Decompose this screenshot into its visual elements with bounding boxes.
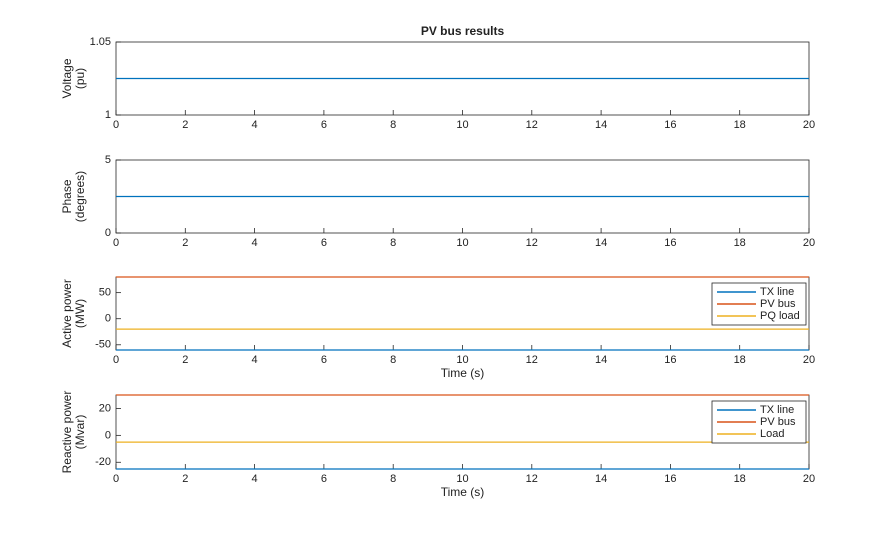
y-tick-label: 0	[105, 227, 111, 239]
y-axis-label: (degrees)	[73, 171, 87, 222]
x-tick-label: 4	[252, 119, 258, 131]
x-tick-label: 4	[252, 473, 258, 485]
x-tick-label: 14	[595, 119, 607, 131]
x-tick-label: 0	[113, 237, 119, 249]
x-tick-label: 14	[595, 473, 607, 485]
y-axis-label: Phase	[60, 179, 74, 213]
chart-title: PV bus results	[421, 24, 505, 38]
y-axis-label: (Mvar)	[73, 415, 87, 450]
y-axis-label: Reactive power	[60, 391, 74, 474]
x-tick-label: 18	[734, 354, 746, 366]
x-tick-label: 6	[321, 473, 327, 485]
x-tick-label: 20	[803, 354, 815, 366]
x-tick-label: 4	[252, 354, 258, 366]
x-tick-label: 6	[321, 237, 327, 249]
legend-label: TX line	[760, 404, 794, 416]
x-tick-label: 2	[182, 354, 188, 366]
x-tick-label: 12	[526, 473, 538, 485]
x-tick-label: 0	[113, 119, 119, 131]
x-tick-label: 10	[456, 119, 468, 131]
x-tick-label: 12	[526, 119, 538, 131]
x-axis-label: Time (s)	[441, 366, 485, 380]
x-tick-label: 18	[734, 237, 746, 249]
y-tick-label: 1	[105, 109, 111, 121]
x-tick-label: 16	[664, 473, 676, 485]
legend-label: Load	[760, 428, 784, 440]
y-tick-label: -20	[95, 456, 111, 468]
y-tick-label: 0	[105, 313, 111, 325]
x-tick-label: 14	[595, 354, 607, 366]
x-tick-label: 18	[734, 473, 746, 485]
x-tick-label: 10	[456, 237, 468, 249]
x-tick-label: 16	[664, 237, 676, 249]
x-tick-label: 8	[390, 354, 396, 366]
x-tick-label: 2	[182, 473, 188, 485]
y-tick-label: 5	[105, 154, 111, 166]
x-tick-label: 2	[182, 119, 188, 131]
x-tick-label: 16	[664, 119, 676, 131]
x-tick-label: 20	[803, 237, 815, 249]
x-tick-label: 8	[390, 473, 396, 485]
legend-label: PQ load	[760, 310, 800, 322]
y-axis-label: Active power	[60, 279, 74, 348]
x-tick-label: 12	[526, 354, 538, 366]
y-tick-label: -50	[95, 339, 111, 351]
y-axis-label: Voltage	[60, 58, 74, 98]
y-tick-label: 1.05	[90, 36, 111, 48]
legend-label: TX line	[760, 286, 794, 298]
x-tick-label: 10	[456, 354, 468, 366]
x-tick-label: 0	[113, 473, 119, 485]
x-tick-label: 18	[734, 119, 746, 131]
axes-box	[115, 394, 810, 470]
x-tick-label: 10	[456, 473, 468, 485]
y-tick-label: 0	[105, 429, 111, 441]
legend-label: PV bus	[760, 416, 796, 428]
x-tick-label: 20	[803, 473, 815, 485]
x-tick-label: 20	[803, 119, 815, 131]
axes-box	[115, 276, 810, 351]
x-tick-label: 6	[321, 354, 327, 366]
x-tick-label: 4	[252, 237, 258, 249]
x-tick-label: 8	[390, 237, 396, 249]
y-tick-label: 20	[99, 402, 111, 414]
x-tick-label: 8	[390, 119, 396, 131]
y-tick-label: 50	[99, 287, 111, 299]
y-axis-label: (pu)	[73, 68, 87, 89]
x-tick-label: 16	[664, 354, 676, 366]
x-tick-label: 2	[182, 237, 188, 249]
legend-label: PV bus	[760, 298, 796, 310]
x-tick-label: 6	[321, 119, 327, 131]
x-axis-label: Time (s)	[441, 485, 485, 499]
x-tick-label: 12	[526, 237, 538, 249]
y-axis-label: (MW)	[73, 299, 87, 328]
x-tick-label: 14	[595, 237, 607, 249]
x-tick-label: 0	[113, 354, 119, 366]
